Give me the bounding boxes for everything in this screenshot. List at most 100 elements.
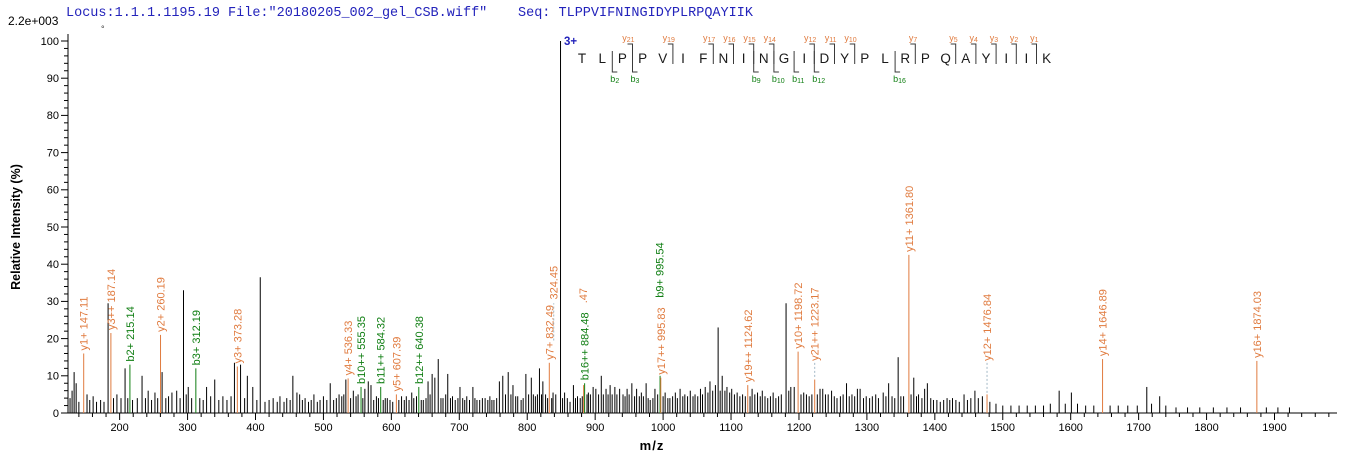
peak-label: y1+ 147.11 xyxy=(79,297,91,351)
y-tick-label: 90 xyxy=(47,73,59,85)
y-tick-label: 0 xyxy=(53,408,59,420)
residue-letter: L xyxy=(881,51,889,66)
y-ion-label: y12 xyxy=(804,33,816,44)
y-ion-cleavage-mark xyxy=(708,43,714,64)
y-ion-label: y3 xyxy=(990,33,999,44)
residue-letter: P xyxy=(638,51,647,66)
y-ion-label: y7 xyxy=(909,33,918,44)
y-ion-label: y16 xyxy=(723,33,735,44)
residue-letter: R xyxy=(900,51,910,66)
y-ion-label: y2 xyxy=(1010,33,1019,44)
y-ion-cleavage-mark xyxy=(627,43,633,64)
peak-label: y19++ 1124.62 xyxy=(743,310,755,383)
y-ion-cleavage-mark xyxy=(910,43,916,64)
peak-label: y7+ 832.49 xyxy=(544,305,556,360)
b-ion-label: b2 xyxy=(610,74,619,85)
peak-label: y21++ 1223.17 xyxy=(810,288,822,361)
peak-label: .47 xyxy=(578,288,590,303)
y-tick-label: 40 xyxy=(47,259,59,271)
y-tick-label: 60 xyxy=(47,185,59,197)
b-ion-cleavage-mark xyxy=(773,51,779,73)
y-ion-cleavage-mark xyxy=(667,43,674,64)
x-tick-label: 800 xyxy=(518,422,536,434)
x-tick-label: 400 xyxy=(246,422,264,434)
y-ion-cleavage-mark xyxy=(809,43,815,64)
residue-letter: N xyxy=(759,51,769,66)
residue-letter: P xyxy=(921,51,930,66)
peak-label: y3+ 373.28 xyxy=(232,309,244,364)
peak-label: y5+ 607.39 xyxy=(391,337,403,392)
x-tick-label: 1000 xyxy=(651,422,675,434)
residue-letter: N xyxy=(719,51,729,66)
x-tick-label: 1400 xyxy=(923,422,947,434)
y-ion-cleavage-mark xyxy=(849,43,856,64)
b-ion-label: b3 xyxy=(631,74,640,85)
residue-letter: I xyxy=(681,51,685,66)
y-ion-label: y5 xyxy=(949,33,958,44)
b-ion-label: b16 xyxy=(893,74,906,85)
y-tick-label: 30 xyxy=(47,296,59,308)
b-ion-label: b10 xyxy=(772,74,785,85)
y-ion-label: y1 xyxy=(1030,33,1039,44)
x-tick-label: 1300 xyxy=(855,422,879,434)
intensity-scale-note: 2.2e+003 xyxy=(8,14,59,28)
y-ion-label: y21 xyxy=(622,33,634,44)
b-ion-label: b12 xyxy=(812,74,825,85)
peak-label: b16++ 884.48 xyxy=(580,312,592,380)
peak-label: b9+ 995.54 xyxy=(655,242,667,297)
residue-letter: T xyxy=(578,51,586,66)
y-ion-cleavage-mark xyxy=(1031,43,1037,64)
residue-letter: L xyxy=(598,51,606,66)
residue-letter: V xyxy=(658,51,667,66)
y-ion-label: y15 xyxy=(743,33,755,44)
peak-label: y12+ 1476.84 xyxy=(982,294,994,361)
x-tick-label: 1900 xyxy=(1262,422,1286,434)
y-ion-label: y10 xyxy=(844,33,856,44)
residue-letter: D xyxy=(820,51,830,66)
x-tick-label: 1700 xyxy=(1126,422,1150,434)
b-ion-cleavage-mark xyxy=(632,51,638,73)
b-ion-label: b11 xyxy=(792,74,804,85)
b-ion-cleavage-mark xyxy=(894,51,901,73)
peak-label: y2+ 260.19 xyxy=(156,277,168,332)
y-tick-label: 20 xyxy=(47,333,59,345)
x-tick-label: 1800 xyxy=(1194,422,1218,434)
y-ion-label: y14 xyxy=(764,33,776,44)
peak-label: y14+ 1646.89 xyxy=(1098,289,1110,356)
x-tick-label: 1500 xyxy=(991,422,1015,434)
locus-file-label: Locus:1.1.1.1195.19 File:"20180205_002_g… xyxy=(66,6,488,21)
peak-label: y4+ 536.33 xyxy=(343,321,355,376)
y-ion-cleavage-mark xyxy=(970,43,977,64)
residue-letter: I xyxy=(742,51,746,66)
sequence-label: Seq: TLPPVIFNINGIDYPLRPQAYIIK xyxy=(518,6,753,21)
b-ion-cleavage-mark xyxy=(611,51,618,73)
residue-letter: I xyxy=(1025,51,1029,66)
x-tick-label: 700 xyxy=(450,422,468,434)
y-ion-label: y11 xyxy=(825,33,837,44)
peak-label: y16+ 1874.03 xyxy=(1252,291,1264,358)
peak-label: 324.45 xyxy=(549,266,561,300)
peak-label: y11+ 1361.80 xyxy=(904,186,916,252)
residue-letter: I xyxy=(1004,51,1008,66)
y-tick-label: 50 xyxy=(47,222,59,234)
x-tick-label: 500 xyxy=(314,422,332,434)
b-ion-cleavage-mark xyxy=(753,51,759,73)
peak-label: b3+ 312.19 xyxy=(191,310,203,365)
peak-label: y17++ 995.83 xyxy=(656,307,668,374)
y-ion-label: y4 xyxy=(969,33,978,44)
b-ion-cleavage-mark xyxy=(793,51,800,73)
residue-letter: K xyxy=(1042,51,1051,66)
y-ion-label: y19 xyxy=(663,33,675,44)
y-ion-cleavage-mark xyxy=(728,43,734,64)
charge-state-label: 3+ xyxy=(564,36,577,48)
x-tick-label: 1100 xyxy=(719,422,743,434)
y-tick-label: 70 xyxy=(47,147,59,159)
residue-letter: I xyxy=(802,51,806,66)
y-ion-cleavage-mark xyxy=(950,43,957,64)
x-tick-label: 1200 xyxy=(787,422,811,434)
residue-letter: Y xyxy=(840,51,849,66)
x-tick-label: 600 xyxy=(382,422,400,434)
x-tick-label: 900 xyxy=(586,422,604,434)
